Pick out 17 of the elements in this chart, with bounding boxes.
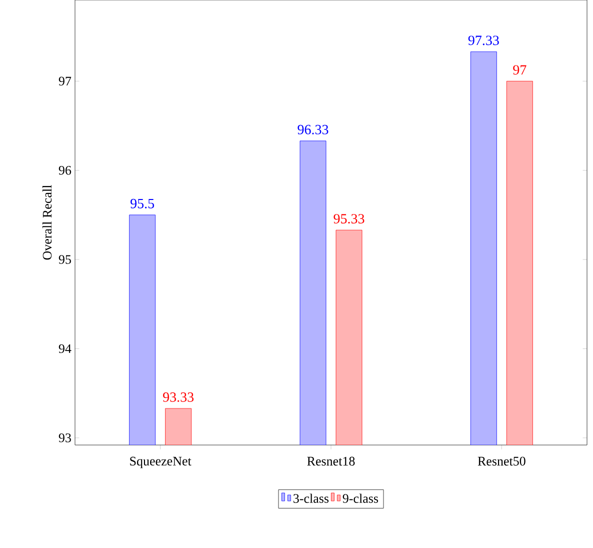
data-label: 95.5 [130,198,154,208]
x-tick-label: Resnet18 [307,456,355,466]
legend-label: 9-class [342,494,378,503]
y-tick-label: 97 [58,76,72,86]
y-tick-label: 94 [58,344,72,354]
data-label: 95.33 [334,214,364,224]
y-tick-label: 96 [58,166,72,175]
y-axis-title: Overall Recall [42,185,52,260]
data-label: 97 [513,65,526,75]
x-tick-label: SqueezeNet [130,456,192,468]
data-label: 97.33 [468,36,499,46]
data-label: 96.33 [298,124,328,134]
x-tick-label: Resnet50 [478,456,526,466]
legend-label: 3-class [294,494,329,503]
data-label: 93.33 [163,392,194,402]
y-tick-label: 95 [58,255,71,264]
y-tick-label: 93 [58,433,71,442]
